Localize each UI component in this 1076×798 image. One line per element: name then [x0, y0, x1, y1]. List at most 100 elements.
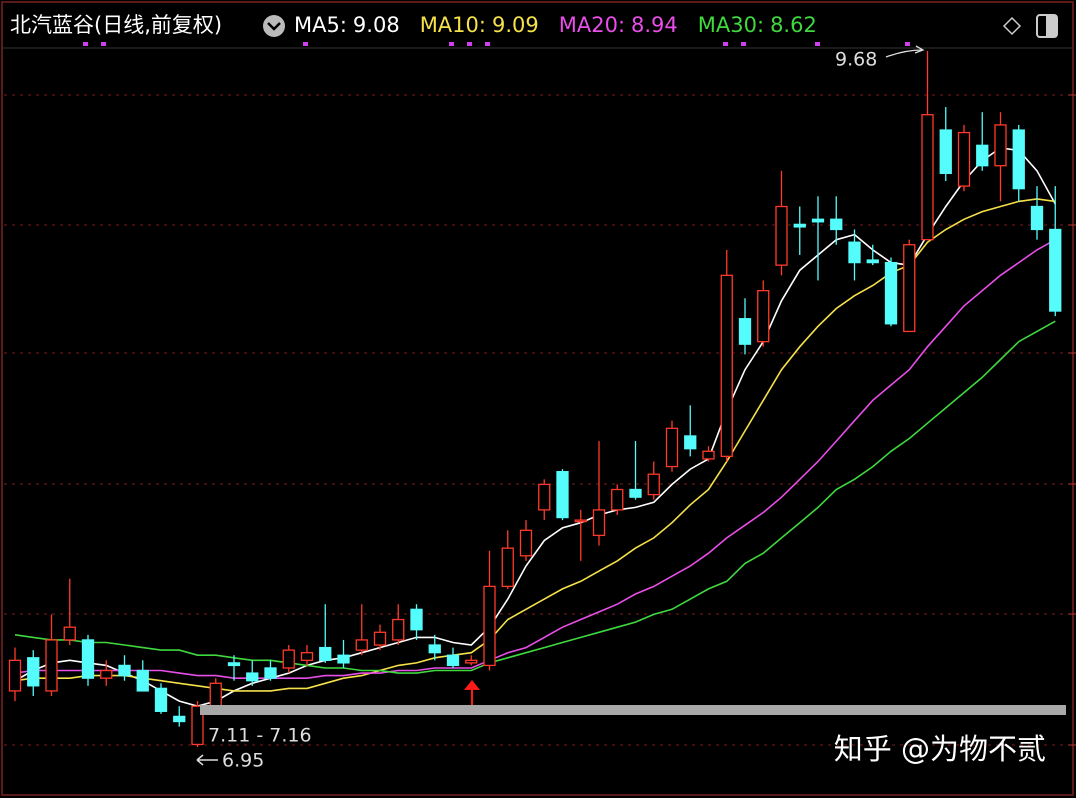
watermark: 知乎 @为物不贰: [834, 732, 1046, 766]
signal-dot: [485, 42, 490, 46]
candle-body: [428, 644, 441, 654]
ma-line: [14, 320, 1056, 674]
annotation-arrowhead: [914, 45, 925, 54]
signal-dot: [741, 42, 746, 46]
candle-body: [373, 631, 387, 646]
ma-line: [14, 147, 1057, 708]
candle-body: [811, 218, 825, 223]
candle-body: [556, 471, 569, 519]
diamond-icon[interactable]: [1002, 16, 1022, 36]
candle-body: [465, 659, 478, 664]
candle-body: [611, 488, 624, 511]
annotation-arrow: [196, 754, 218, 766]
candle-body: [720, 274, 733, 458]
legend-value: 9.08: [353, 13, 400, 37]
candle-body: [738, 318, 752, 345]
candle-body: [8, 659, 22, 692]
candle-body: [246, 672, 259, 682]
candle-body: [410, 608, 423, 631]
candle-body: [793, 223, 806, 228]
candle-body: [282, 649, 295, 669]
candle-body: [830, 218, 843, 231]
candle-body: [1049, 228, 1062, 312]
axis-ticks: [1068, 94, 1076, 746]
candle-body: [866, 259, 879, 264]
dropdown-button[interactable]: [263, 15, 285, 37]
candle-body: [939, 129, 952, 175]
candle-body: [957, 131, 971, 187]
signal-dot: [101, 42, 106, 46]
candle-body: [1012, 129, 1025, 190]
candle-body: [154, 687, 168, 712]
panel-icon-fill: [1046, 15, 1057, 37]
candle-body: [848, 241, 861, 264]
annotation-range: 7.11 - 7.16: [208, 725, 312, 747]
candle-body: [319, 646, 332, 661]
legend-name: MA20:: [559, 13, 625, 37]
candle-body: [629, 488, 642, 498]
legend-value: 8.62: [770, 13, 817, 37]
signal-dot: [905, 42, 910, 46]
candle-body: [227, 662, 241, 667]
legend: MA5: 9.08 MA10: 9.09 MA20: 8.94 MA30: 8.62: [294, 13, 817, 37]
candle-body: [483, 585, 496, 667]
candle-body: [903, 244, 916, 333]
annotation-arrow: [885, 49, 923, 58]
candle-body: [647, 473, 660, 496]
candle-body: [392, 618, 405, 641]
signal-dots: [83, 42, 910, 46]
dropdown-icon: [267, 22, 281, 31]
candle-body: [538, 483, 551, 511]
ma-line: [14, 239, 1056, 680]
candle-body: [209, 682, 222, 707]
candle-body: [665, 427, 679, 468]
annotation-low: 6.95: [222, 750, 264, 772]
ma-line: [14, 198, 1056, 692]
candle-body: [775, 205, 788, 266]
plot-area: [8, 50, 1062, 748]
candle-body: [684, 435, 697, 450]
candle-body: [574, 519, 587, 523]
candle-body: [355, 639, 368, 651]
signal-dot: [723, 42, 728, 46]
candle-body: [136, 669, 149, 692]
grid: [4, 94, 1068, 746]
candle-body: [45, 639, 58, 692]
legend-name: MA10:: [420, 13, 486, 37]
candle-body: [519, 529, 533, 557]
candle-body: [921, 114, 934, 241]
candle-body: [337, 654, 350, 664]
candle-body: [100, 669, 113, 679]
candle-body: [994, 124, 1007, 167]
candle-body: [1030, 205, 1044, 231]
annotation-high: 9.68: [835, 49, 877, 71]
candle-body: [173, 715, 186, 723]
signal-dot: [83, 42, 88, 46]
candle-body: [446, 654, 460, 667]
signal-dot: [449, 42, 454, 46]
candle-body: [191, 705, 204, 746]
candle-body: [592, 509, 606, 537]
candle-body: [757, 289, 770, 343]
signal-dot: [467, 42, 472, 46]
candle-body: [884, 261, 898, 325]
candle-body: [976, 144, 989, 167]
buy-arrow: [464, 680, 480, 705]
candle-body: [118, 664, 131, 677]
candle-body: [264, 667, 277, 679]
legend-value: 9.09: [492, 13, 539, 37]
candle-body: [702, 450, 715, 460]
chart-title: 北汽蓝谷(日线,前复权): [10, 13, 222, 37]
signal-dot: [815, 42, 820, 46]
signal-dot: [303, 42, 308, 46]
candle-body: [27, 657, 40, 687]
legend-name: MA5:: [294, 13, 347, 37]
candle-body: [501, 547, 514, 588]
range-bar: [200, 705, 1066, 715]
legend-value: 8.94: [631, 13, 678, 37]
legend-name: MA30:: [698, 13, 764, 37]
candle-body: [63, 626, 76, 641]
candle-body: [81, 639, 95, 679]
